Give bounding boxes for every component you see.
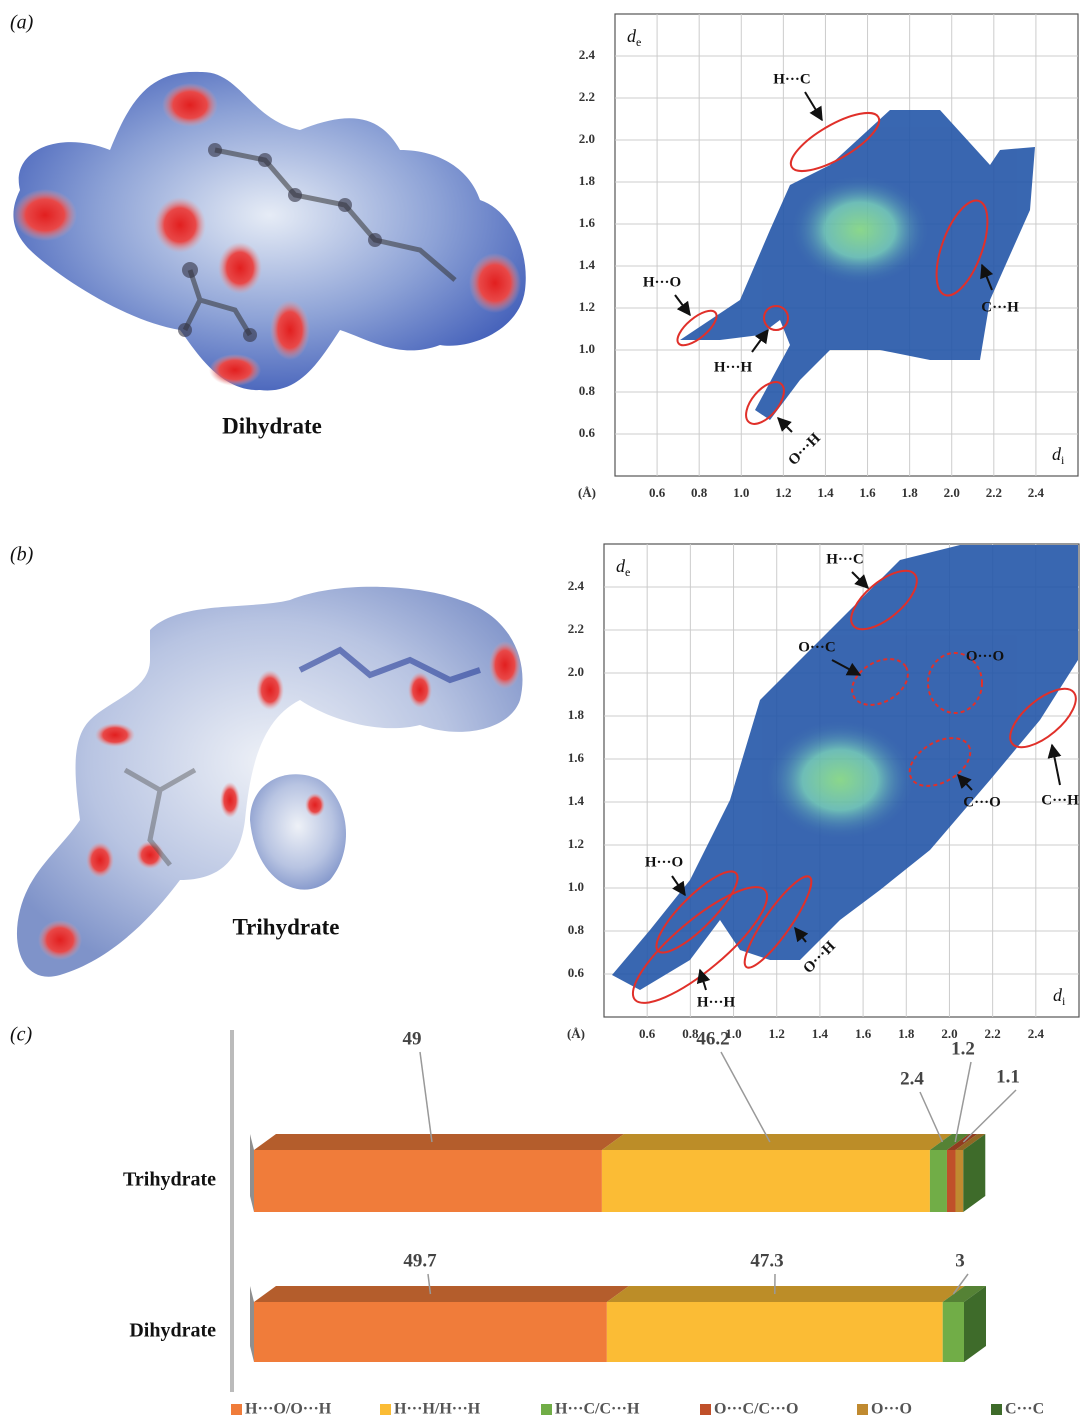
legend-swatch bbox=[541, 1404, 552, 1415]
molecule-label: Dihydrate bbox=[222, 413, 322, 438]
panel-label: (c) bbox=[10, 1024, 33, 1046]
y-tick-label: 1.2 bbox=[568, 836, 584, 851]
y-axis-subscript: e bbox=[625, 565, 630, 579]
y-tick-label: 1.0 bbox=[579, 341, 595, 356]
annotation: H···C bbox=[826, 551, 864, 567]
leader-line bbox=[420, 1052, 432, 1142]
value-label: 1.1 bbox=[996, 1066, 1020, 1087]
annotation: O···O bbox=[966, 648, 1004, 664]
x-tick-label: 0.8 bbox=[691, 485, 708, 500]
value-label: 49 bbox=[403, 1028, 422, 1049]
bar-cap bbox=[250, 1134, 254, 1212]
x-tick-label: 1.4 bbox=[817, 485, 834, 500]
y-tick-label: 2.2 bbox=[568, 621, 584, 636]
bar-segment bbox=[602, 1150, 930, 1212]
x-tick-label: 1.8 bbox=[898, 1026, 915, 1041]
x-tick-label: 2.2 bbox=[985, 1026, 1001, 1041]
y-tick-label: 1.8 bbox=[579, 173, 596, 188]
x-tick-label: 1.0 bbox=[733, 485, 749, 500]
x-tick-label: 1.6 bbox=[855, 1026, 872, 1041]
legend-label: H···O/O···H bbox=[245, 1401, 332, 1418]
x-tick-label: 1.4 bbox=[812, 1026, 829, 1041]
legend-label: C···C bbox=[1005, 1401, 1044, 1418]
legend-swatch bbox=[380, 1404, 391, 1415]
bar-segment bbox=[254, 1150, 602, 1212]
bar-segment bbox=[947, 1150, 956, 1212]
leader-line bbox=[963, 1090, 1016, 1142]
unit-label: (Å) bbox=[567, 1026, 585, 1041]
panel-label: (b) bbox=[10, 544, 34, 566]
y-tick-label: 2.0 bbox=[579, 131, 595, 146]
legend-swatch bbox=[700, 1404, 711, 1415]
bar-segment bbox=[254, 1302, 607, 1362]
molecule-label: Trihydrate bbox=[233, 914, 340, 939]
legend-label: O···O bbox=[871, 1401, 912, 1418]
y-axis-subscript: e bbox=[636, 35, 641, 49]
annotation: H···O bbox=[643, 274, 681, 290]
value-label: 47.3 bbox=[750, 1250, 783, 1271]
y-tick-label: 1.6 bbox=[568, 750, 585, 765]
x-tick-label: 0.6 bbox=[639, 1026, 656, 1041]
y-tick-label: 2.0 bbox=[568, 664, 584, 679]
y-tick-label: 1.0 bbox=[568, 879, 584, 894]
category-label: Trihydrate bbox=[123, 1169, 216, 1191]
bar-top bbox=[254, 1286, 629, 1302]
category-label: Dihydrate bbox=[129, 1320, 216, 1342]
x-tick-label: 2.4 bbox=[1028, 1026, 1045, 1041]
x-tick-label: 1.8 bbox=[902, 485, 919, 500]
x-tick-label: 1.6 bbox=[859, 485, 876, 500]
bar-top bbox=[602, 1134, 952, 1150]
value-label: 46.2 bbox=[696, 1028, 729, 1049]
bar-segment bbox=[607, 1302, 943, 1362]
legend-label: H···C/C···H bbox=[555, 1401, 640, 1418]
x-tick-label: 2.4 bbox=[1028, 485, 1045, 500]
y-tick-label: 1.4 bbox=[568, 793, 585, 808]
y-tick-label: 0.8 bbox=[579, 383, 596, 398]
value-label: 3 bbox=[955, 1250, 965, 1271]
x-tick-label: 1.2 bbox=[769, 1026, 785, 1041]
legend-label: H···H/H···H bbox=[394, 1401, 481, 1418]
value-label: 2.4 bbox=[900, 1068, 924, 1089]
y-tick-label: 1.4 bbox=[579, 257, 596, 272]
legend-swatch bbox=[857, 1404, 868, 1415]
bar-segment bbox=[955, 1150, 963, 1212]
bar-cap bbox=[250, 1286, 254, 1362]
bar-top bbox=[254, 1134, 624, 1150]
y-tick-label: 0.8 bbox=[568, 922, 585, 937]
annotation: C···H bbox=[981, 299, 1019, 315]
y-tick-label: 1.2 bbox=[579, 299, 595, 314]
y-tick-label: 2.4 bbox=[579, 47, 596, 62]
bar-top bbox=[607, 1286, 965, 1302]
legend-swatch bbox=[991, 1404, 1002, 1415]
legend-swatch bbox=[231, 1404, 242, 1415]
y-tick-label: 2.2 bbox=[579, 89, 595, 104]
hirshfeld-surface bbox=[13, 72, 526, 391]
y-tick-label: 0.6 bbox=[568, 965, 585, 980]
annotation: C···H bbox=[1041, 792, 1079, 808]
x-tick-label: 0.6 bbox=[649, 485, 666, 500]
annotation: O···C bbox=[798, 639, 836, 655]
annotation: H···C bbox=[773, 71, 811, 87]
unit-label: (Å) bbox=[578, 485, 596, 500]
y-tick-label: 0.6 bbox=[579, 425, 596, 440]
leader-line bbox=[955, 1062, 971, 1142]
leader-line bbox=[721, 1052, 770, 1142]
panel-label: (a) bbox=[10, 12, 34, 34]
y-tick-label: 2.4 bbox=[568, 578, 585, 593]
figure: (a) (b) (c) Dihydrate Trihydrate bbox=[0, 0, 1080, 1426]
annotation: H···O bbox=[645, 854, 683, 870]
x-tick-label: 2.0 bbox=[944, 485, 960, 500]
x-tick-label: 2.2 bbox=[986, 485, 1002, 500]
x-tick-label: 1.2 bbox=[775, 485, 791, 500]
value-label: 1.2 bbox=[951, 1038, 975, 1059]
bar-segment bbox=[930, 1150, 947, 1212]
y-tick-label: 1.6 bbox=[579, 215, 596, 230]
y-tick-label: 1.8 bbox=[568, 707, 585, 722]
annotation: H···H bbox=[714, 359, 753, 375]
bar-segment bbox=[943, 1302, 964, 1362]
value-label: 49.7 bbox=[403, 1250, 437, 1271]
annotation: C···O bbox=[963, 794, 1001, 810]
annotation: H···H bbox=[697, 994, 736, 1010]
legend-label: O···C/C···O bbox=[714, 1401, 798, 1418]
